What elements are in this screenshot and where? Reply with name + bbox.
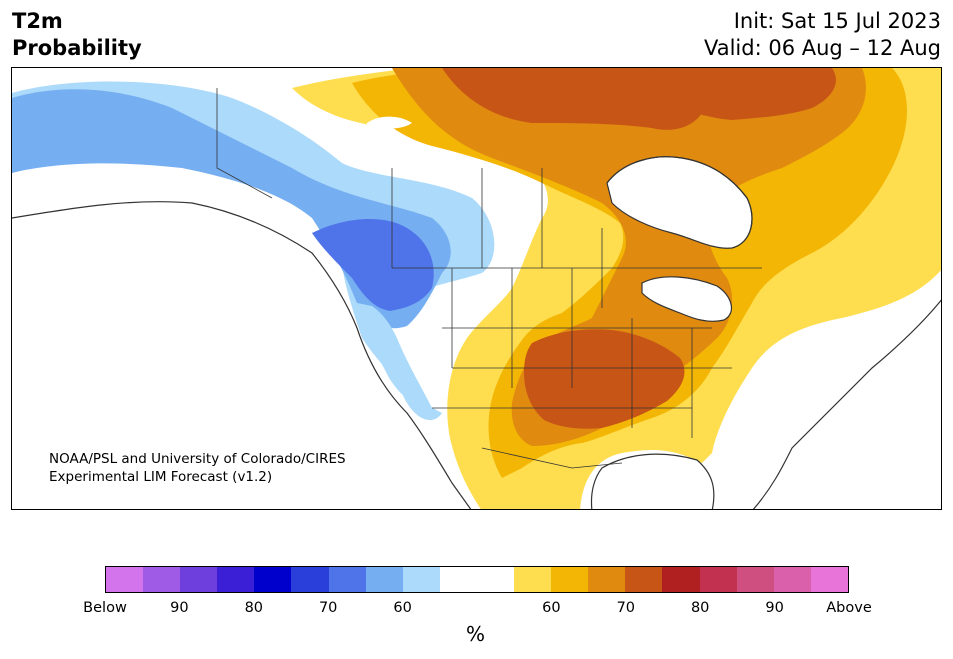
colorbar-cell [588,567,626,592]
colorbar-ticks: Below 90 80 70 60 60 70 80 90 Above [0,600,953,620]
colorbar-cell [476,567,515,592]
colorbar-unit: % [466,622,486,646]
colorbar-cell [736,567,774,592]
region-above-80-canada [651,68,836,120]
pacific-ocean [12,201,471,509]
atlantic-ocean [753,300,941,509]
colorbar-tick-label: 70 [616,600,636,616]
colorbar-tick-label: 80 [244,600,264,616]
colorbar-tick-label: 60 [393,600,412,616]
forecast-dates: Init: Sat 15 Jul 2023 Valid: 06 Aug – 12… [704,8,941,62]
colorbar-cell [365,567,403,592]
attribution: NOAA/PSL and University of Colorado/CIRE… [49,450,346,486]
arctic-island-gap [367,116,412,129]
colorbar-cell [402,567,440,592]
map-title: T2m Probability [12,8,142,62]
political-borders [216,88,762,469]
colorbar-cell [291,567,329,592]
coastlines [12,156,941,509]
attribution-line-1: NOAA/PSL and University of Colorado/CIRE… [49,451,346,467]
colorbar-cell [773,567,811,592]
colorbar-cell [699,567,737,592]
colorbar-cell [254,567,292,592]
valid-date: Valid: 06 Aug – 12 Aug [703,36,941,60]
colorbar-cell [180,567,218,592]
colorbar-cell [328,567,366,592]
forecast-map [11,67,942,510]
attribution-line-2: Experimental LIM Forecast (v1.2) [49,469,273,485]
colorbar-cell [662,567,700,592]
colorbar-tick-label: 80 [690,600,710,616]
probability-colorbar [105,566,849,593]
region-above-80-central [524,329,685,429]
colorbar-cell [217,567,255,592]
colorbar-cell [514,567,552,592]
colorbar-cell [810,567,848,592]
region-below-50 [12,89,451,329]
init-date: Init: Sat 15 Jul 2023 [733,9,941,33]
region-above-80 [442,68,702,130]
title-line-2: Probability [12,36,142,60]
region-below-70 [312,218,434,311]
colorbar-cell [551,567,589,592]
title-line-1: T2m [12,9,63,33]
colorbar-tick-label: 60 [542,600,561,616]
colorbar-cell [625,567,663,592]
region-below-light-southwest [357,303,432,408]
colorbar-tick-label: Below [83,600,127,616]
colorbar-tick-label: 90 [765,600,784,616]
colorbar-cell [143,567,181,592]
region-above-70 [392,68,866,446]
colorbar-tick-label: 70 [318,600,338,616]
gulf-of-mexico [590,453,715,509]
colorbar-cell [439,567,477,592]
map-canvas [12,68,941,509]
great-lakes [641,276,733,322]
colorbar-cell [106,567,144,592]
colorbar-tick-label: Above [826,600,872,616]
colorbar-tick-label: 90 [170,600,189,616]
